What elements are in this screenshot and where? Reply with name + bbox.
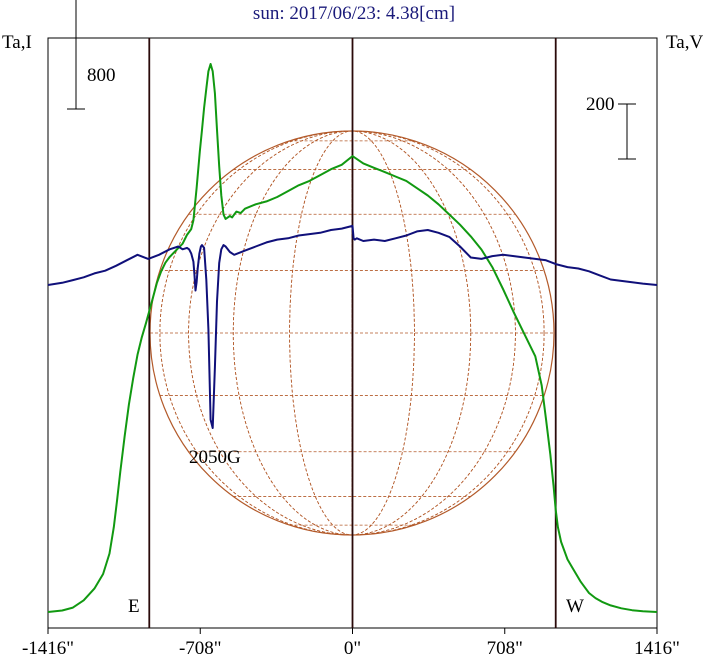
scale-bars <box>67 0 636 160</box>
x-tick-label: -1416" <box>21 638 75 659</box>
polarization-series-line <box>47 224 658 429</box>
right-scale-label: 200 <box>586 94 615 115</box>
x-tick-label: -708" <box>178 638 222 659</box>
left-axis-label: Ta,I <box>2 32 32 53</box>
chart-title: sun: 2017/06/23: 4.38[cm] <box>252 3 456 24</box>
west-limb-label: W <box>566 596 584 617</box>
left-scale-label: 800 <box>87 65 116 86</box>
x-tick-label: 1416" <box>634 638 680 659</box>
limb-and-center-lines <box>148 38 557 628</box>
intensity-series-line <box>47 63 658 613</box>
magnetic-field-annotation: 2050G <box>189 447 241 468</box>
x-tick-label: 0" <box>343 638 362 659</box>
east-limb-label: E <box>128 596 140 617</box>
x-tick-label: 708" <box>486 638 523 659</box>
data-series <box>47 63 658 613</box>
right-axis-label: Ta,V <box>666 32 704 53</box>
x-tick-marks <box>47 628 658 634</box>
longitude-line <box>159 130 545 536</box>
